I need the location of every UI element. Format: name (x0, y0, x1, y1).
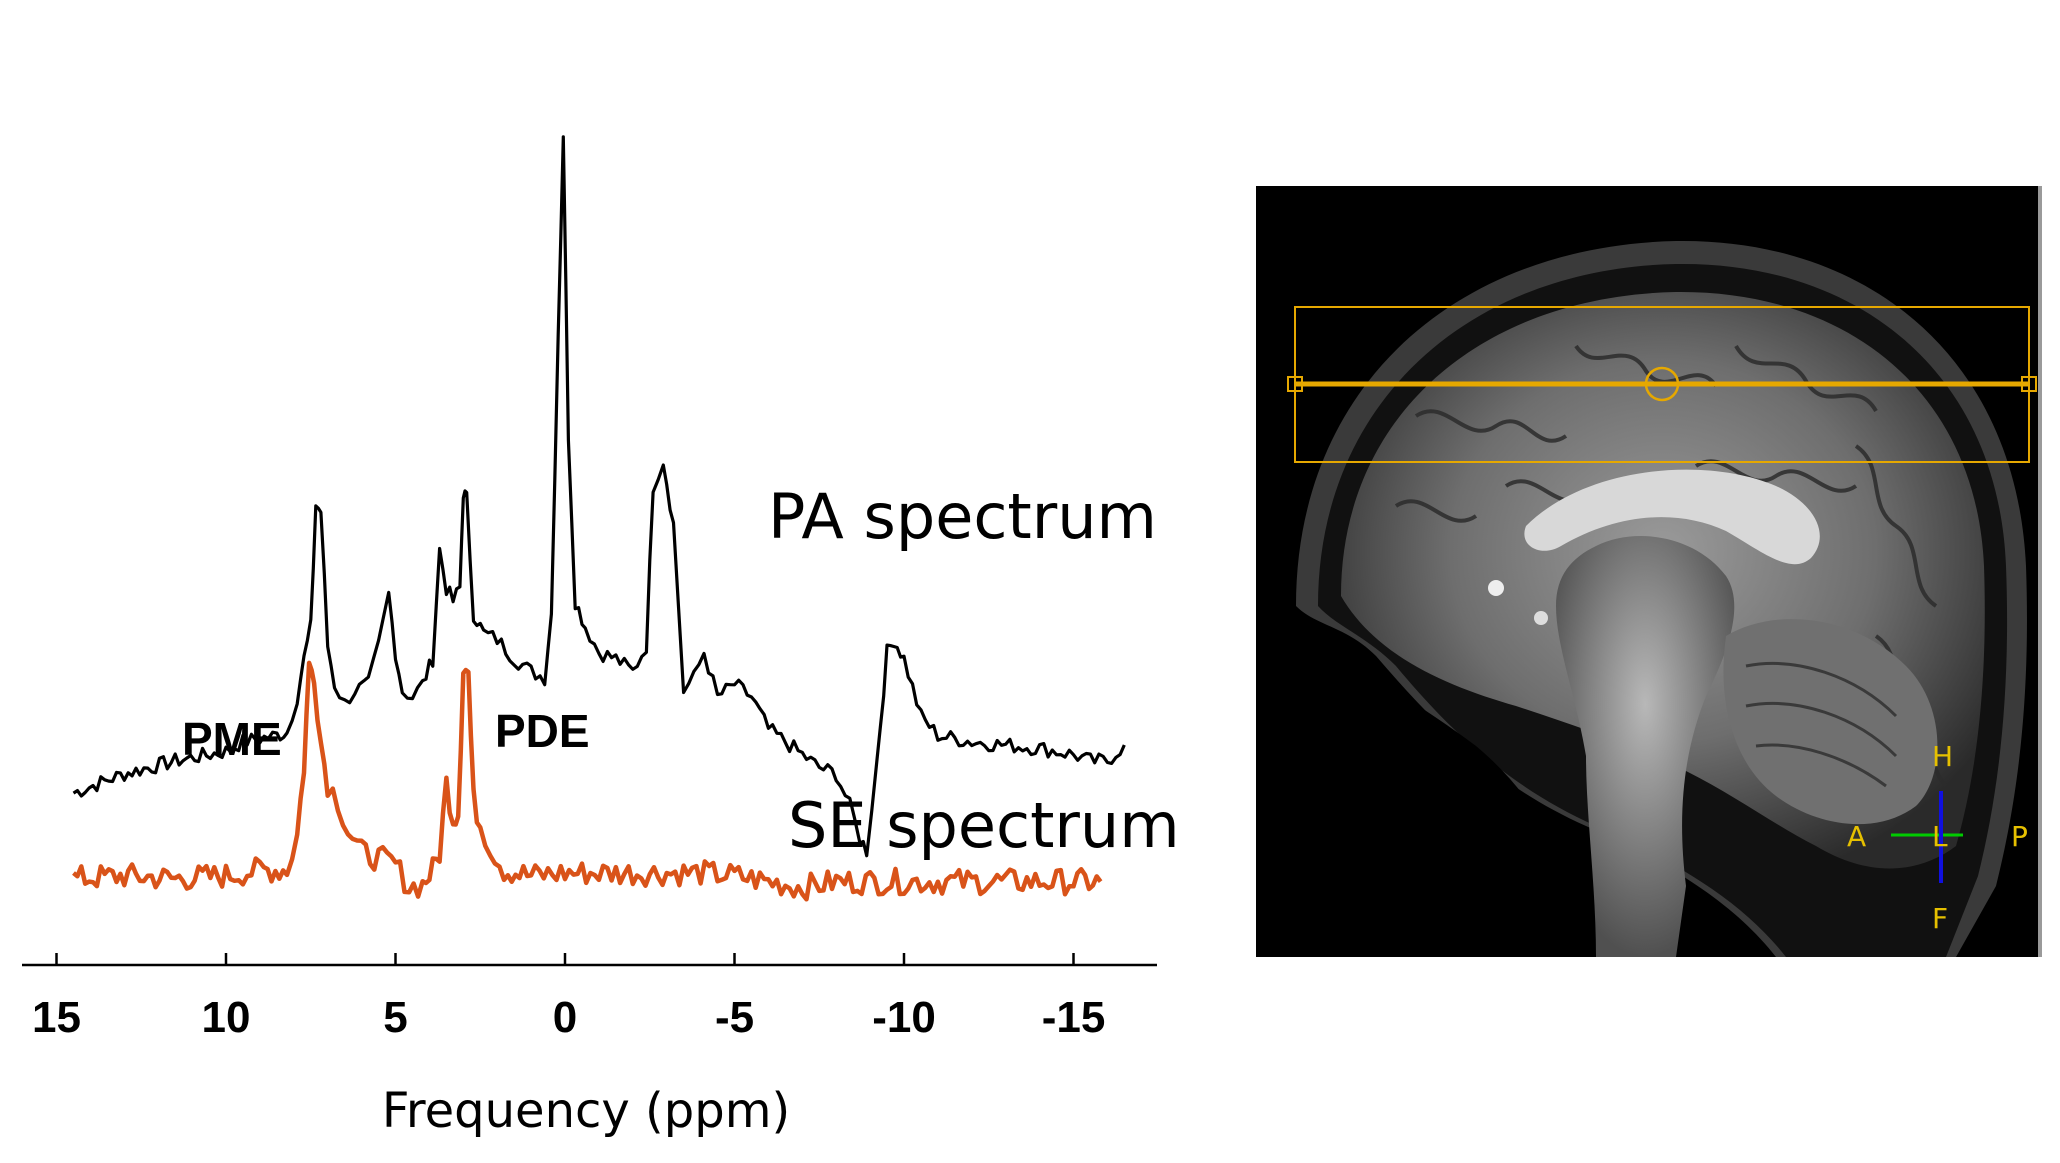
orientation-foot-label: F (1932, 902, 1948, 935)
series-lines (72, 135, 1126, 902)
orientation-anterior-label: A (1847, 820, 1866, 853)
x-tick-label: 15 (32, 993, 81, 1042)
pde-label: PDE (495, 705, 590, 757)
x-axis-ticks: 15 10 5 0 -5 -10 -15 (32, 953, 1105, 1042)
x-tick-label: 5 (383, 993, 407, 1042)
cerebellum (1723, 619, 1938, 825)
spectrum-chart: 15 10 5 0 -5 -10 -15 Frequency (ppm) PA spectr… (22, 135, 1180, 1139)
slab-right-handle (2021, 376, 2037, 392)
pme-label: PME (182, 713, 282, 765)
se-series-label: SE spectrum (788, 789, 1180, 862)
corpus-callosum (1524, 469, 1820, 565)
pa-spectrum-line (72, 135, 1126, 858)
slab-center-handle (1644, 366, 1680, 402)
slab-left-handle (1287, 376, 1303, 392)
orientation-head-label: H (1932, 740, 1953, 773)
pa-series-label: PA spectrum (768, 480, 1157, 553)
x-tick-label: 10 (202, 993, 251, 1042)
x-tick-label: -15 (1042, 993, 1106, 1042)
mri-sagittal-image: H F A P L (1256, 186, 2042, 957)
x-tick-label: 0 (553, 993, 577, 1042)
se-spectrum-line (72, 660, 1103, 902)
x-tick-label: -5 (715, 993, 754, 1042)
orientation-posterior-label: P (2011, 820, 2028, 853)
x-tick-label: -10 (872, 993, 936, 1042)
brainstem (1556, 536, 1735, 957)
mri-brain-scan: H F A P L (1256, 186, 2042, 957)
x-axis-label: Frequency (ppm) (382, 1083, 790, 1139)
orientation-left-label: L (1932, 820, 1948, 853)
